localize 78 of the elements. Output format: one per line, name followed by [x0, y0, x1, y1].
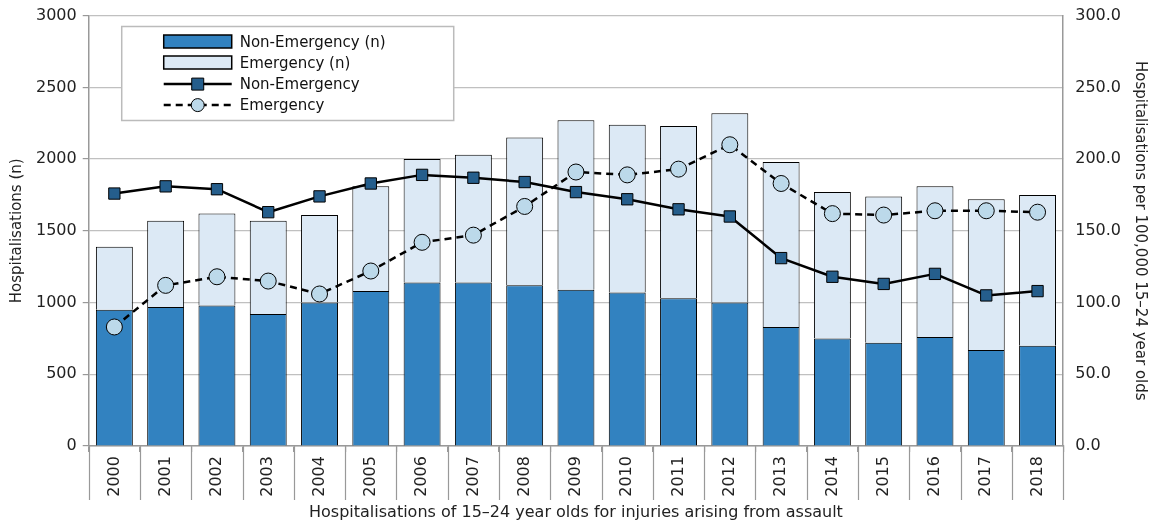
point — [415, 168, 429, 182]
point — [262, 206, 275, 219]
x-tick-label: 2011 — [667, 456, 687, 497]
x-tick-label: 2012 — [718, 456, 738, 497]
point — [362, 262, 380, 280]
x-tick-label: 2009 — [565, 456, 585, 497]
y-tick-label: 2000 — [36, 148, 77, 168]
y2-tick-label: 300.0 — [1075, 4, 1122, 24]
legend-label: Non-Emergency — [239, 74, 360, 93]
point — [1029, 203, 1047, 221]
legend-label: Non-Emergency (n) — [239, 32, 386, 51]
y-tick-label: 500 — [46, 363, 77, 383]
x-tick-label: 2001 — [154, 456, 174, 497]
point — [105, 318, 123, 336]
point — [774, 251, 788, 265]
x-tick-label: 2010 — [616, 456, 636, 497]
point — [977, 202, 995, 220]
x-tick-label: 2005 — [359, 456, 379, 497]
point — [518, 175, 531, 189]
x-tick-label: 2008 — [513, 456, 533, 497]
point — [875, 206, 893, 224]
legend-label: Emergency (n) — [239, 53, 351, 72]
y-tick-label: 1000 — [36, 291, 77, 311]
point — [618, 166, 636, 184]
point — [980, 289, 993, 302]
y2-tick-label: 0.0 — [1075, 435, 1101, 455]
y-tick-label: 3000 — [36, 4, 77, 24]
point — [259, 272, 277, 290]
point — [567, 163, 585, 181]
x-tick-label: 2014 — [821, 456, 841, 497]
point — [823, 205, 841, 223]
y2-tick-label: 250.0 — [1075, 76, 1122, 96]
x-tick-label: 2013 — [770, 456, 790, 497]
x-tick-label: 2000 — [103, 456, 123, 497]
y-tick-label: 0 — [66, 435, 77, 455]
point — [723, 210, 736, 223]
x-tick-label: 2016 — [924, 456, 944, 497]
y2-tick-label: 200.0 — [1075, 148, 1122, 168]
y2-tick-label: 100.0 — [1075, 291, 1122, 311]
y-tick-label: 2500 — [36, 76, 77, 96]
y2-tick-label: 50.0 — [1075, 363, 1111, 383]
x-axis-title: Hospitalisations of 15–24 year olds for injuries arising from assault — [309, 501, 843, 521]
point — [928, 267, 942, 281]
y2-tick-label: 150.0 — [1075, 220, 1122, 239]
point — [1031, 284, 1044, 298]
x-tick-label: 2017 — [975, 456, 995, 497]
x-tick-label: 2003 — [257, 456, 277, 497]
x-tick-label: 2007 — [462, 456, 482, 497]
point — [413, 233, 431, 251]
x-tick-label: 2006 — [411, 456, 431, 497]
point — [208, 268, 226, 286]
point — [364, 177, 377, 190]
point — [721, 136, 739, 154]
point — [159, 180, 172, 193]
point — [569, 185, 583, 199]
point — [157, 276, 175, 294]
point — [210, 183, 224, 196]
point — [772, 174, 790, 192]
point — [311, 285, 329, 303]
point — [826, 270, 839, 283]
point — [464, 226, 482, 244]
point — [467, 171, 480, 184]
x-tick-label: 2015 — [872, 456, 892, 497]
y2-axis-title: Hospitalisations per 100,000 15–24 year olds — [1132, 61, 1151, 401]
x-tick-label: 2002 — [206, 456, 226, 497]
y-tick-label: 1500 — [36, 220, 77, 239]
point — [670, 160, 688, 178]
point — [672, 203, 685, 216]
point — [516, 197, 534, 215]
legend-label: Emergency — [239, 95, 325, 114]
x-tick-label: 2004 — [308, 456, 328, 497]
point — [108, 187, 121, 200]
point — [621, 193, 634, 206]
point — [313, 190, 326, 203]
y-axis-title: Hospitalisations (n) — [6, 158, 25, 304]
x-tick-label: 2018 — [1026, 456, 1046, 497]
point — [926, 202, 944, 220]
point — [877, 277, 890, 291]
